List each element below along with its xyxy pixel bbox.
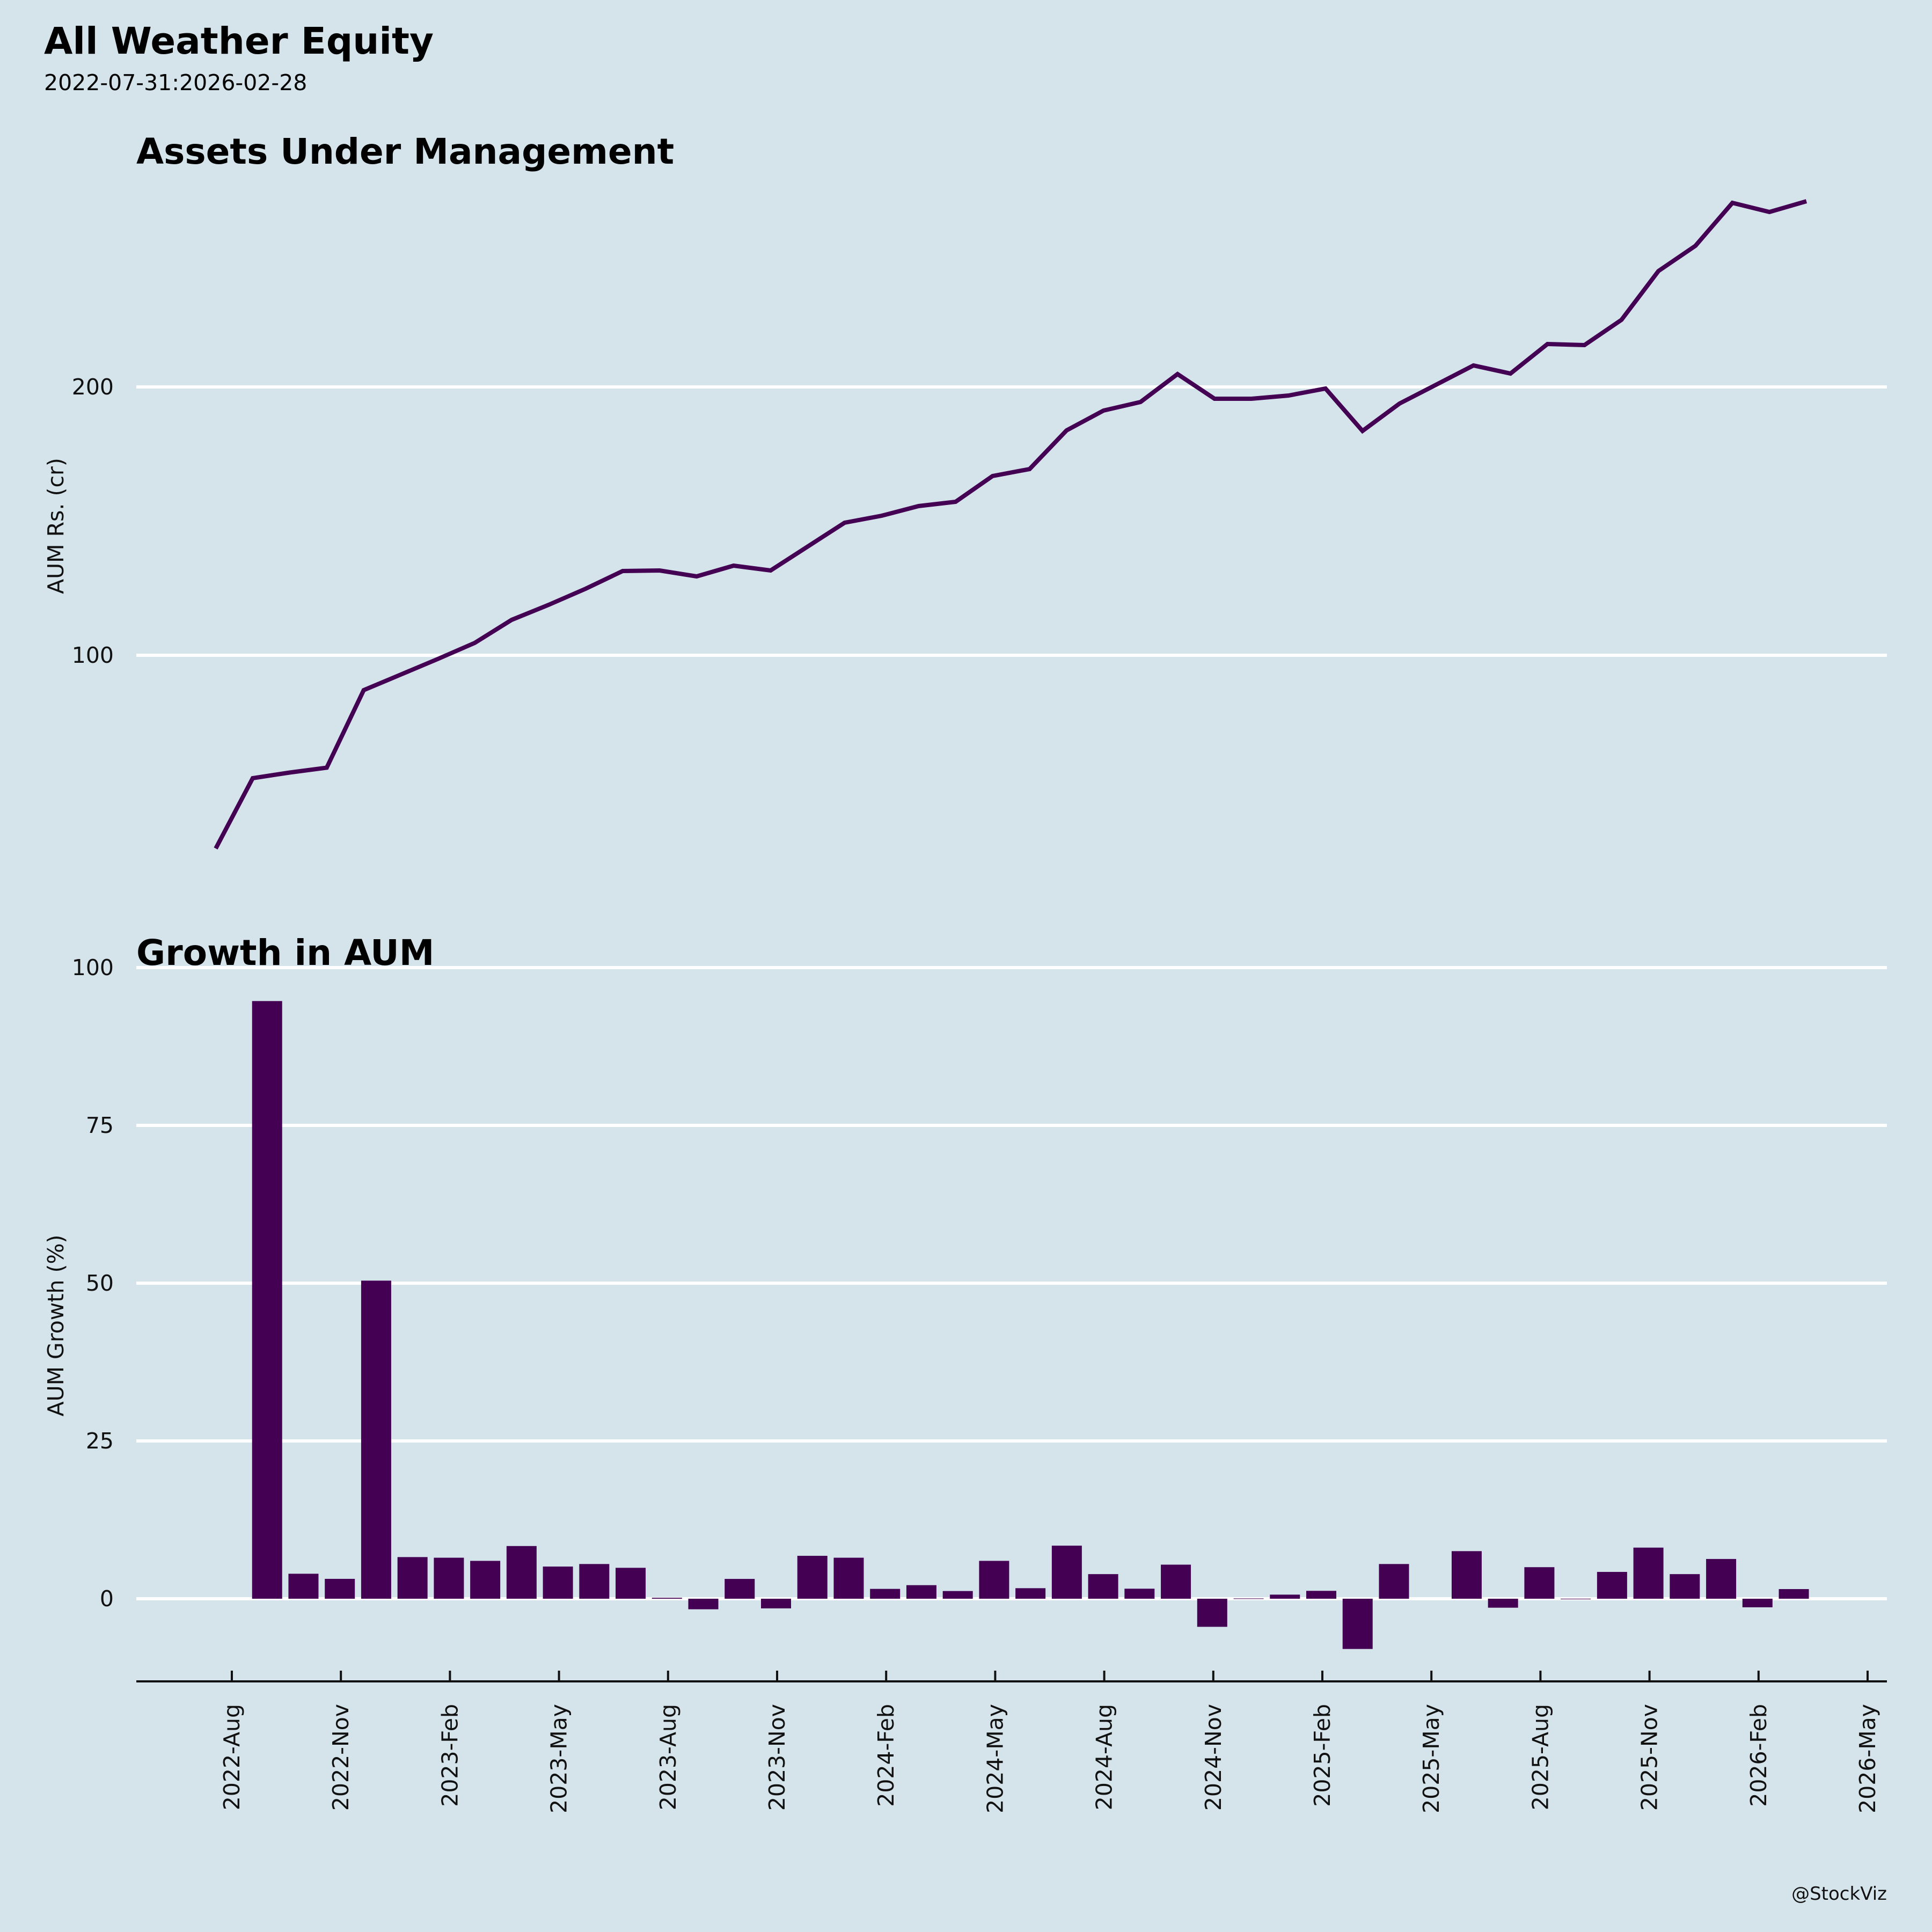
growth-bar-2024-03 [942,1591,973,1599]
growth-bar-2023-07 [652,1598,682,1599]
growth-bar-2025-03 [1379,1564,1409,1599]
growth-bar-2022-09 [288,1574,319,1599]
x-tick-label: 2022-Aug [219,1704,245,1810]
x-axis-ticks: 2022-Aug 2022-Nov 2023-Feb 2023-May 2023-Aug… [219,1671,1880,1813]
growth-bar-2025-01 [1306,1591,1336,1599]
growth-y-tick-label: 25 [86,1428,114,1454]
x-tick-label: 2024-Feb [873,1704,899,1807]
growth-bar-2023-04 [543,1567,573,1599]
growth-bar-2023-06 [616,1568,646,1599]
growth-bar-2025-06 [1488,1599,1518,1608]
x-tick-label: 2024-May [982,1704,1008,1813]
chart-subtitle: 2022-07-31:2026-02-28 [44,70,307,96]
growth-bar-2024-12 [1270,1594,1300,1599]
x-tick-label: 2023-May [546,1704,572,1813]
growth-bar-2026-02 [1779,1589,1809,1599]
growth-bar-2023-01 [434,1557,464,1599]
growth-bar-2024-06 [1051,1546,1082,1599]
growth-bar-2022-10 [325,1578,355,1599]
aum-y-tick-labels: 100 200 [72,374,114,668]
x-tick-label: 2026-Feb [1746,1704,1772,1807]
growth-y-tick-label: 100 [72,955,114,980]
x-tick-label: 2025-Aug [1527,1704,1553,1810]
growth-bar-2024-09 [1161,1564,1191,1599]
aum-y-tick-label: 100 [72,642,114,668]
growth-bar-2024-05 [1015,1588,1046,1599]
growth-bar-2025-07 [1524,1567,1555,1599]
growth-bar-2022-11 [361,1280,391,1599]
x-tick-label: 2025-Feb [1309,1704,1335,1807]
aum-y-axis-label: AUM Rs. (cr) [43,458,69,594]
growth-bar-2024-08 [1124,1589,1155,1599]
growth-bar-2023-08 [688,1599,719,1609]
growth-bar-2025-11 [1670,1574,1700,1599]
growth-bar-2024-07 [1088,1574,1118,1599]
growth-y-tick-label: 75 [86,1113,114,1138]
growth-bar-2024-11 [1233,1598,1264,1599]
growth-bar-2024-04 [979,1561,1009,1599]
aum-y-tick-label: 200 [72,374,114,400]
growth-y-tick-labels: 0 25 50 75 100 [72,955,114,1612]
growth-bar-2023-12 [833,1557,864,1599]
x-tick-label: 2024-Aug [1092,1704,1117,1810]
x-tick-label: 2025-May [1418,1704,1444,1813]
growth-bar-2024-02 [906,1585,936,1599]
growth-bar-2024-01 [870,1589,901,1599]
growth-bar-2023-02 [470,1561,501,1599]
x-tick-label: 2023-Nov [764,1704,790,1811]
source-caption: @StockViz [1791,1883,1887,1905]
growth-bar-2025-05 [1451,1551,1482,1599]
growth-bar-2022-08 [252,1001,282,1599]
growth-bar-2023-10 [761,1599,791,1608]
aum-gridlines [136,385,1887,657]
growth-gridlines [136,966,1887,1600]
growth-bars [252,1001,1809,1649]
growth-y-tick-label: 0 [100,1586,114,1612]
x-tick-label: 2026-May [1855,1704,1880,1813]
growth-bar-2025-09 [1597,1572,1627,1599]
chart-title: All Weather Equity [44,20,434,63]
growth-y-tick-label: 50 [86,1270,114,1296]
growth-panel: Growth in AUM AUM Growth (%) 0255075100 … [43,932,1887,1813]
growth-bar-2024-10 [1197,1599,1227,1627]
growth-bar-2025-10 [1633,1547,1664,1599]
x-tick-label: 2024-Nov [1201,1704,1226,1811]
x-tick-label: 2023-Aug [655,1704,681,1810]
growth-bar-2023-09 [724,1579,755,1599]
x-tick-label: 2025-Nov [1637,1704,1663,1811]
aum-panel-title: Assets Under Management [136,131,674,172]
x-tick-label: 2022-Nov [328,1704,354,1811]
growth-bar-2026-01 [1742,1599,1773,1607]
growth-y-axis-label: AUM Growth (%) [43,1235,69,1417]
growth-bar-2025-02 [1342,1599,1373,1649]
growth-bar-2023-11 [797,1556,828,1599]
growth-bar-2023-05 [579,1564,610,1599]
growth-bar-2023-03 [506,1546,537,1599]
aum-panel: Assets Under Management AUM Rs. (cr) 100… [43,131,1887,850]
aum-points [215,201,1807,849]
aum-line [214,199,1807,850]
growth-bar-2022-12 [397,1557,428,1599]
growth-bar-2025-12 [1706,1558,1737,1599]
x-tick-label: 2023-Feb [437,1704,463,1807]
